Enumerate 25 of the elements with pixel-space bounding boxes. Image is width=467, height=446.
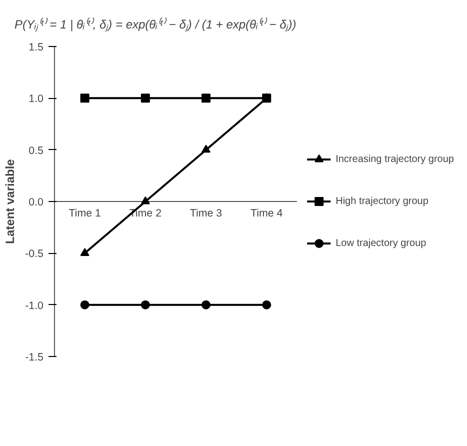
x-tick-label: Time 3: [190, 208, 222, 220]
text: P(Yᵢⱼ⁽ᵗ⁾ = 1 | θᵢ⁽ᵗ⁾, δⱼ) = exp(θᵢ⁽ᵗ⁾ − δⱼ) / (1 + exp(θᵢ⁽ᵗ⁾ − δⱼ)): [14, 18, 296, 32]
y-tick-label: -1.5: [25, 352, 44, 364]
y-tick-label: -0.5: [25, 248, 44, 260]
y-tick-label: 1.0: [28, 93, 44, 106]
y-tick-label: 1.5: [28, 42, 44, 54]
point: [140, 94, 150, 103]
point: [202, 94, 211, 103]
point: [202, 144, 211, 153]
x-tick-label: Time 4: [250, 208, 283, 220]
point: [80, 300, 90, 310]
y-tick-label: -1.0: [25, 300, 44, 312]
point: [262, 300, 272, 310]
x-tick-label: Time 1: [68, 208, 101, 220]
point: [202, 300, 211, 310]
point: [80, 94, 90, 103]
point: [140, 196, 150, 204]
y-axis-title: Latent variable: [3, 158, 18, 244]
legend-label: High trajectory group: [336, 196, 428, 206]
legend-label: Low trajectory group: [336, 238, 426, 248]
legend-label: Increasing trajectory group: [336, 154, 454, 164]
point: [140, 300, 150, 310]
y-tick-label: 0.5: [28, 144, 44, 157]
y-tick-label: 0.0: [28, 196, 44, 208]
point: [80, 248, 90, 256]
